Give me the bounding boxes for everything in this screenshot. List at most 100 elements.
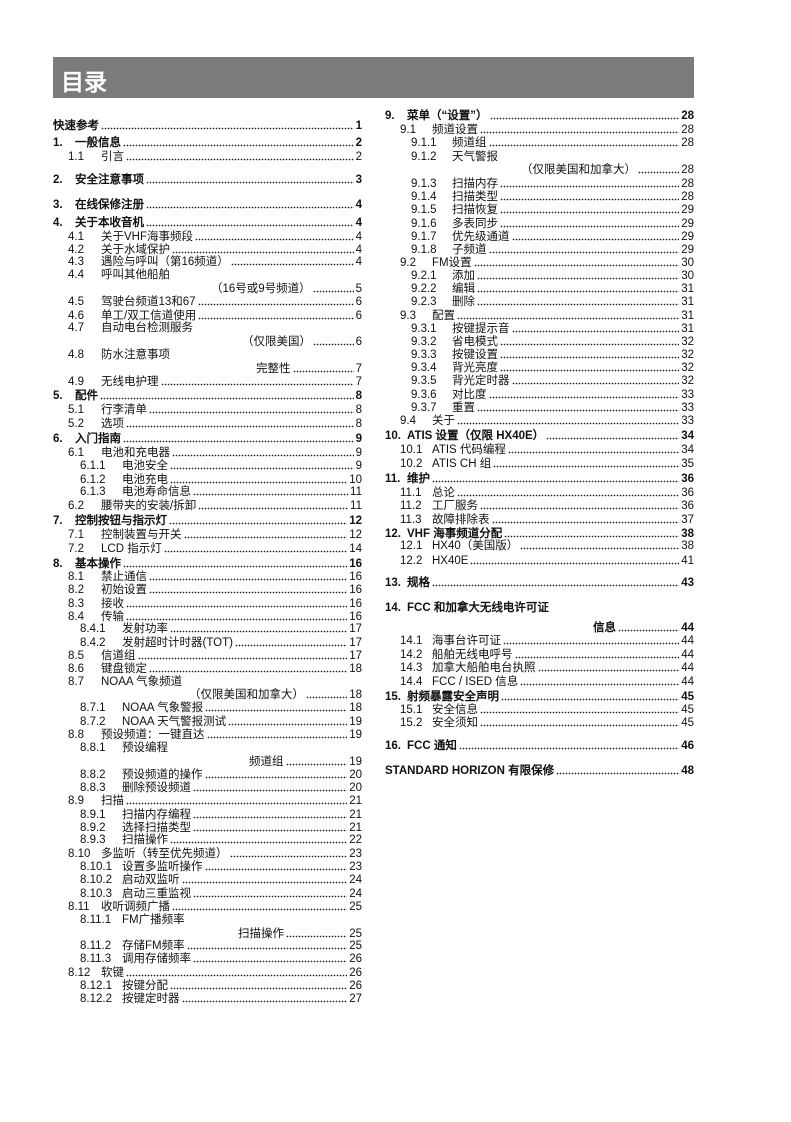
toc-entry[interactable]: 10.1 ATIS 代码编程 34 (385, 443, 694, 457)
toc-entry[interactable]: 8. 基本操作 16 (53, 557, 362, 571)
toc-entry[interactable]: 9.3 配置 31 (385, 309, 694, 323)
toc-entry[interactable]: 9. 菜单（“设置”） 28 (385, 109, 694, 123)
toc-entry[interactable]: 9.1.3 扫描内存 28 (385, 177, 694, 191)
toc-entry[interactable]: 9.1.2 天气警报 (385, 150, 694, 164)
toc-entry[interactable]: 10. ATIS 设置（仅限 HX40E） 34 (385, 429, 694, 443)
toc-entry[interactable]: 9.1.5 扫描恢复 29 (385, 203, 694, 217)
toc-entry[interactable]: 11.2 工厂服务 36 (385, 499, 694, 513)
toc-entry[interactable]: 8.8.3 删除预设频道 20 (53, 781, 362, 795)
toc-entry[interactable]: 4.9 无线电护理 7 (53, 375, 362, 389)
toc-entry[interactable]: 9.2 FM设置 30 (385, 256, 694, 270)
toc-entry[interactable]: 14. FCC 和加拿大无线电许可证 (385, 601, 694, 615)
toc-entry[interactable]: 8.9.2 选择扫描类型 21 (53, 821, 362, 835)
toc-entry[interactable]: 10.2 ATIS CH 组 35 (385, 457, 694, 471)
toc-entry[interactable]: 6.1.2 电池充电 10 (53, 473, 362, 487)
toc-entry[interactable]: 8.11.2 存储FM频率 25 (53, 939, 362, 953)
toc-entry[interactable]: 8.12.1 按键分配 26 (53, 979, 362, 993)
toc-entry[interactable]: 8.8.2 预设频道的操作 20 (53, 768, 362, 782)
toc-entry[interactable]: 7.2 LCD 指示灯 14 (53, 542, 362, 556)
toc-entry[interactable]: 4.7 自动电台检测服务 (53, 321, 362, 335)
toc-entry[interactable]: 8.10 多监听（转至优先频道） 23 (53, 847, 362, 861)
toc-entry[interactable]: 8.7 NOAA 气象频道 (53, 675, 362, 689)
toc-entry[interactable]: 13. 规格 43 (385, 576, 694, 590)
toc-entry[interactable]: 9.1.4 扫描类型 28 (385, 190, 694, 204)
toc-entry[interactable]: 快速参考 1 (53, 119, 362, 133)
toc-entry[interactable]: 16. FCC 通知 46 (385, 739, 694, 753)
toc-entry[interactable]: 11. 维护 36 (385, 472, 694, 486)
toc-entry[interactable]: 8.7.2 NOAA 天气警报测试 19 (53, 715, 362, 729)
toc-entry[interactable]: 12.1 HX40（美国版） 38 (385, 539, 694, 553)
toc-entry[interactable]: 6.1.1 电池安全 9 (53, 459, 362, 473)
toc-entry[interactable]: 8.5 信道组 17 (53, 649, 362, 663)
toc-entry[interactable]: 8.9.1 扫描内存编程 21 (53, 808, 362, 822)
toc-entry[interactable]: 1.1 引言 2 (53, 150, 362, 164)
toc-entry[interactable]: 2. 安全注意事项 3 (53, 173, 362, 187)
toc-entry[interactable]: 8.8 预设频道：一键直达 19 (53, 728, 362, 742)
toc-entry[interactable]: 8.7.1 NOAA 气象警报 18 (53, 701, 362, 715)
toc-entry[interactable]: 9.2.2 编辑 31 (385, 282, 694, 296)
toc-entry[interactable]: 9.4 关于 33 (385, 414, 694, 428)
toc-entry[interactable]: 8.1 禁止通信 16 (53, 570, 362, 584)
toc-entry[interactable]: 8.9 扫描 21 (53, 794, 362, 808)
toc-entry[interactable]: 9.1 频道设置 28 (385, 123, 694, 137)
toc-entry[interactable]: 9.1.6 多表同步 29 (385, 217, 694, 231)
toc-entry[interactable]: 4.6 单工/双工信道使用 6 (53, 309, 362, 323)
toc-entry[interactable]: 14.2 船舶无线电呼号 44 (385, 648, 694, 662)
toc-entry[interactable]: 8.11 收听调频广播 25 (53, 900, 362, 914)
toc-entry[interactable]: 9.3.2 省电模式 32 (385, 335, 694, 349)
toc-entry[interactable]: 9.2.1 添加 30 (385, 269, 694, 283)
toc-entry[interactable]: 9.3.3 按键设置 32 (385, 348, 694, 362)
toc-entry[interactable]: 4.3 遇险与呼叫（第16频道） 4 (53, 255, 362, 269)
toc-entry[interactable]: 14.4 FCC / ISED 信息 44 (385, 675, 694, 689)
toc-entry[interactable]: 9.2.3 删除 31 (385, 295, 694, 309)
toc-entry[interactable]: 6.1 电池和充电器 9 (53, 446, 362, 460)
toc-entry[interactable]: STANDARD HORIZON 有限保修 48 (385, 764, 694, 778)
toc-entry[interactable]: 8.10.3 启动三重监视 24 (53, 887, 362, 901)
toc-entry[interactable]: 8.2 初始设置 16 (53, 583, 362, 597)
toc-entry[interactable]: 9.1.8 子频道 29 (385, 243, 694, 257)
toc-entry[interactable]: 9.1.7 优先级通道 29 (385, 230, 694, 244)
toc-entry[interactable]: 14.1 海事台许可证 44 (385, 634, 694, 648)
toc-entry[interactable]: 9.3.5 背光定时器 32 (385, 374, 694, 388)
toc-entry[interactable]: 12. VHF 海事频道分配 38 (385, 527, 694, 541)
toc-entry[interactable]: 4.8 防水注意事项 (53, 348, 362, 362)
toc-entry[interactable]: 15. 射频暴露安全声明 45 (385, 690, 694, 704)
toc-entry[interactable]: 8.11.3 调用存储频率 26 (53, 952, 362, 966)
toc-entry[interactable]: 6. 入门指南 9 (53, 432, 362, 446)
toc-entry[interactable]: 11.1 总论 36 (385, 486, 694, 500)
toc-entry[interactable]: 14.3 加拿大船舶电台执照 44 (385, 661, 694, 675)
toc-entry[interactable]: 15.1 安全信息 45 (385, 703, 694, 717)
toc-entry[interactable]: 5.2 选项 8 (53, 417, 362, 431)
toc-entry[interactable]: 6.1.3 电池寿命信息 11 (53, 485, 362, 499)
toc-entry[interactable]: 15.2 安全须知 45 (385, 716, 694, 730)
toc-entry[interactable]: 8.4 传输 16 (53, 610, 362, 624)
toc-entry[interactable]: 11.3 故障排除表 37 (385, 513, 694, 527)
toc-entry[interactable]: 9.3.6 对比度 33 (385, 388, 694, 402)
toc-entry[interactable]: 5. 配件 8 (53, 389, 362, 403)
toc-entry[interactable]: 8.4.1 发射功率 17 (53, 622, 362, 636)
toc-entry[interactable]: 9.1.1 频道组 28 (385, 136, 694, 150)
toc-entry[interactable]: 8.8.1 预设编程 (53, 741, 362, 755)
toc-entry[interactable]: 8.6 键盘锁定 18 (53, 662, 362, 676)
toc-entry[interactable]: 6.2 腰带夹的安装/拆卸 11 (53, 499, 362, 513)
toc-entry[interactable]: 9.3.7 重置 33 (385, 401, 694, 415)
toc-entry[interactable]: 4.4 呼叫其他船舶 (53, 268, 362, 282)
toc-entry[interactable]: 8.12 软键 26 (53, 966, 362, 980)
toc-entry[interactable]: 12.2 HX40E 41 (385, 554, 694, 568)
toc-entry[interactable]: 8.10.2 启动双监听 24 (53, 873, 362, 887)
toc-entry[interactable]: 8.11.1 FM广播频率 (53, 913, 362, 927)
toc-entry[interactable]: 4.2 关于水域保护 4 (53, 243, 362, 257)
toc-entry[interactable]: 3. 在线保修注册 4 (53, 198, 362, 212)
toc-entry[interactable]: 9.3.1 按键提示音 31 (385, 322, 694, 336)
toc-entry[interactable]: 5.1 行李清单 8 (53, 403, 362, 417)
toc-entry[interactable]: 7. 控制按钮与指示灯 12 (53, 514, 362, 528)
toc-entry[interactable]: 9.3.4 背光亮度 32 (385, 361, 694, 375)
toc-entry[interactable]: 8.3 接收 16 (53, 597, 362, 611)
toc-entry[interactable]: 8.12.2 按键定时器 27 (53, 992, 362, 1006)
toc-entry[interactable]: 4.1 关于VHF海事频段 4 (53, 230, 362, 244)
toc-entry[interactable]: 1. 一般信息 2 (53, 136, 362, 150)
toc-entry[interactable]: 4. 关于本收音机 4 (53, 216, 362, 230)
toc-entry[interactable]: 7.1 控制装置与开关 12 (53, 528, 362, 542)
toc-entry[interactable]: 8.4.2 发射超时计时器(TOT) 17 (53, 636, 362, 650)
toc-entry[interactable]: 8.10.1 设置多监听操作 23 (53, 860, 362, 874)
